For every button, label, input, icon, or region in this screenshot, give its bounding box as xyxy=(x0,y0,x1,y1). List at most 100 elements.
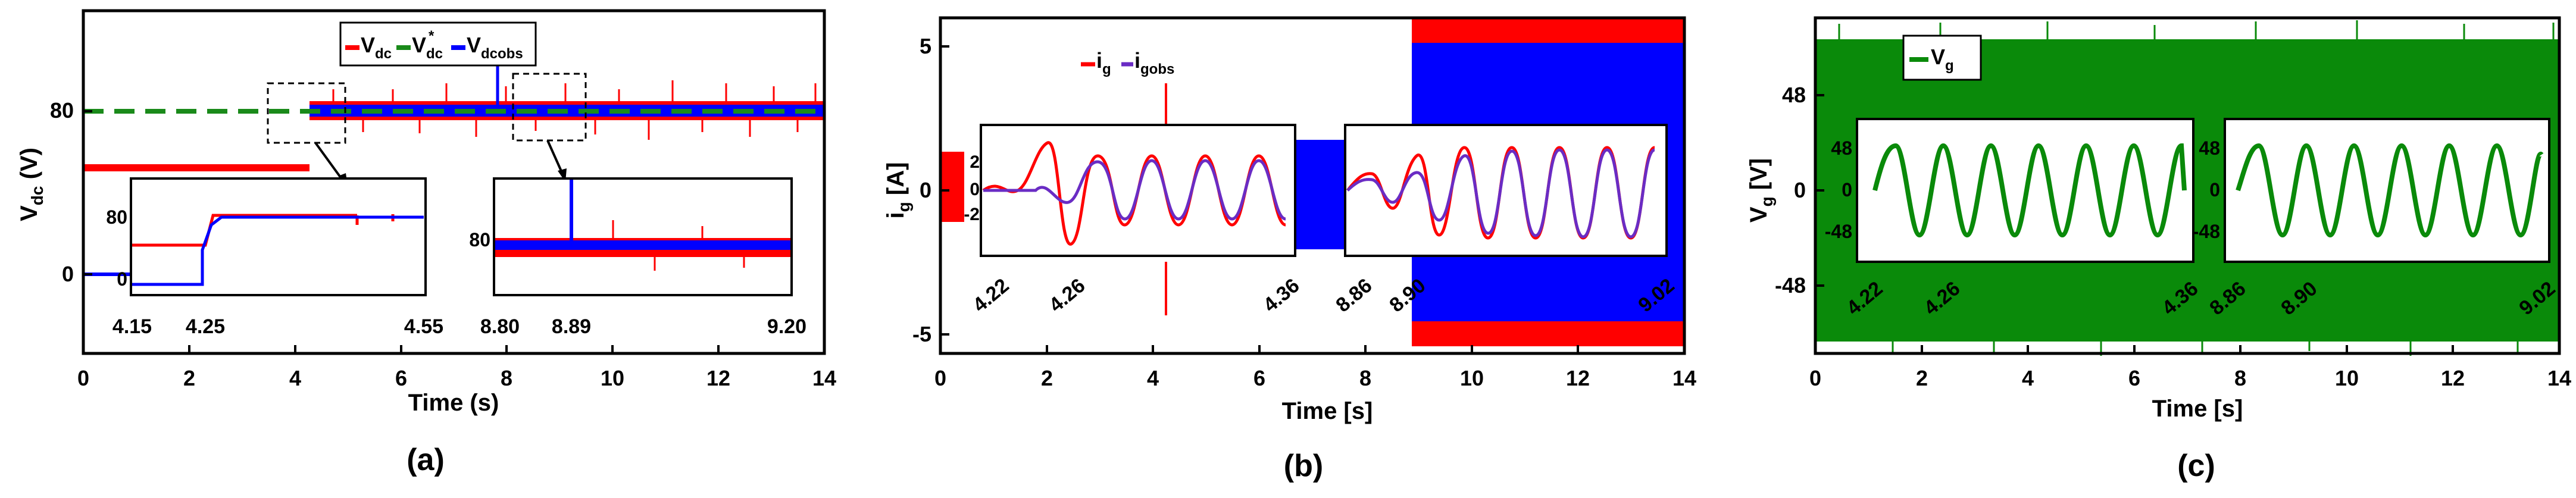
panel-c-inset-1-vg-wave xyxy=(1872,143,2187,238)
panel-c-ylabel: Vg [V] xyxy=(1746,158,1776,223)
panel-b-inset-2-frame xyxy=(1344,124,1668,257)
panel-b-axes-frame xyxy=(939,16,1686,355)
panel-b-xtick-label-2: 2 xyxy=(1041,366,1053,390)
panel-a-inset-2-xtick-3: 9.20 xyxy=(767,315,806,338)
panel-a-zoom-box-1 xyxy=(267,82,346,144)
panel-b-legend: ig igobs xyxy=(1077,42,1196,83)
panel-a-inset-2-frame xyxy=(493,177,793,296)
panel-c-inset-2-frame xyxy=(2224,118,2550,263)
panel-a-xtick-label-2: 2 xyxy=(183,366,195,390)
panel-a-inset-2: 80 8.80 8.89 9.20 xyxy=(469,177,806,338)
panel-b-inset-1: 2 0 -2 4.22 4.26 4.36 xyxy=(964,124,1303,317)
panel-c-xtick-label-6: 6 xyxy=(2128,366,2140,390)
panel-b-inset-1-ytick-0: 0 xyxy=(970,180,980,199)
panel-a-xtick-label-4: 4 xyxy=(289,366,301,390)
panel-b-ig-blue-mid xyxy=(1293,140,1345,249)
panel-a-inset-2-xtick-1: 8.80 xyxy=(480,315,520,338)
panel-b-label: (b) xyxy=(1284,449,1323,483)
panel-b-inset-2-igobs-wave xyxy=(1346,148,1656,239)
panel-c-inset-2-ytick-0: 0 xyxy=(2209,179,2220,201)
panel-c-xtick-label-8: 8 xyxy=(2234,366,2246,390)
panel-c-xlabel: Time [s] xyxy=(2152,396,2243,422)
panel-b-xtick-label-4: 4 xyxy=(1147,366,1159,390)
panel-b-inset-1-ytick-2: 2 xyxy=(970,152,980,172)
panel-b-xlabel: Time [s] xyxy=(1282,398,1373,424)
panel-c-ytick-label-48: 48 xyxy=(1782,83,1806,107)
panel-a-inset-1-ytick-80: 80 xyxy=(106,206,127,228)
panel-c-xtick-label-14: 14 xyxy=(2547,366,2571,390)
panel-c-inset-1-ytick-0: 0 xyxy=(1842,179,1852,201)
panel-b-xtick-label-14: 14 xyxy=(1672,366,1696,390)
panel-a-inset-1-ytick-0: 0 xyxy=(117,268,127,290)
panel-a-axes-frame xyxy=(82,9,826,355)
panel-b-xtick-label-10: 10 xyxy=(1460,366,1484,390)
panel-a-inset-1-xtick-1: 4.15 xyxy=(112,315,152,338)
panel-a-xtick-label-12: 12 xyxy=(706,366,730,390)
panel-a-inset-2-red-spikes xyxy=(612,220,745,271)
panel-b-xtick-label-8: 8 xyxy=(1359,366,1371,390)
panel-b-inset-1-igobs-wave xyxy=(983,159,1286,221)
panel-a-legend: Vdc Vdc* Vdcobs xyxy=(339,21,537,67)
panel-b-inset-1-xtick-2: 4.26 xyxy=(1045,274,1089,317)
panel-c-inset-2-ytick-m48: -48 xyxy=(2193,221,2220,242)
panel-a-inset-2-blue-band xyxy=(495,240,790,250)
panel-a-inset-2-ytick-80: 80 xyxy=(469,229,490,250)
panel-c-axes-frame xyxy=(1814,16,2561,355)
panel-a-inset-2-xtick-2: 8.89 xyxy=(552,315,591,338)
panel-b-inset-2-xtick-1: 8.86 xyxy=(1331,274,1376,317)
panel-c-inset-2-vg-wave xyxy=(2236,143,2544,238)
panel-a-zoom-box-2 xyxy=(512,73,587,142)
panel-a-ytick-label-0: 0 xyxy=(62,262,74,286)
panel-a-xtick-label-10: 10 xyxy=(601,366,624,390)
panel-a-label: (a) xyxy=(407,443,445,477)
panel-a-ylabel: Vdc (V) xyxy=(16,148,46,221)
panel-c-xtick-label-10: 10 xyxy=(2335,366,2359,390)
panel-a-xtick-label-6: 6 xyxy=(395,366,407,390)
panel-c-legend: Vg xyxy=(1902,35,1982,81)
panel-a-xtick-label-8: 8 xyxy=(501,366,512,390)
panel-b: 2 0 -2 4.22 4.26 4.36 8.86 8.90 9.02 ig … xyxy=(883,16,1696,483)
panel-c-inset-2-ytick-48: 48 xyxy=(2199,137,2220,159)
panel-b-ytick-label-5: 5 xyxy=(920,34,931,58)
panel-a-vdc-spikes xyxy=(332,80,817,140)
panel-c-ytick-label-0: 0 xyxy=(1794,178,1806,202)
panel-a-legend-frame xyxy=(339,21,537,67)
panel-c: 48 0 -48 4.22 4.26 4.36 48 0 -48 8.86 8.… xyxy=(1746,16,2571,483)
panel-c-xtick-label-0: 0 xyxy=(1809,366,1821,390)
panel-c-xtick-label-12: 12 xyxy=(2441,366,2465,390)
panel-a: 80 0 4.15 4.25 4.55 80 8.80 8.89 9.20 Vd… xyxy=(16,9,836,477)
panel-c-xtick-label-2: 2 xyxy=(1916,366,1928,390)
panel-a-inset-1: 80 0 4.15 4.25 4.55 xyxy=(106,177,443,338)
panel-c-inset-1-ytick-m48: -48 xyxy=(1825,221,1852,242)
panel-b-xtick-label-12: 12 xyxy=(1566,366,1590,390)
panel-a-zoom-arrow-1 xyxy=(314,142,343,181)
panel-b-inset-1-xtick-3: 4.36 xyxy=(1259,274,1303,317)
panel-a-ytick-label-80: 80 xyxy=(50,98,74,123)
panel-b-inset-1-xtick-1: 4.22 xyxy=(968,274,1013,317)
panel-a-series-layer xyxy=(83,40,824,276)
panel-b-xtick-label-6: 6 xyxy=(1253,366,1265,390)
panel-c-inset-2: 48 0 -48 8.86 8.90 9.02 xyxy=(2193,118,2559,320)
panel-a-inset-1-frame xyxy=(130,177,427,296)
panel-a-inset-1-xtick-2: 4.25 xyxy=(186,315,225,338)
panel-b-ytick-label-0: 0 xyxy=(920,178,931,202)
panel-a-inset-1-blue-line xyxy=(132,215,424,286)
panel-b-ig-red-early xyxy=(940,152,964,222)
panel-b-legend-frame xyxy=(1077,42,1196,83)
panel-a-xtick-label-0: 0 xyxy=(77,366,89,390)
panel-a-xlabel: Time (s) xyxy=(408,390,499,416)
panel-a-vdc-red-band xyxy=(83,164,310,171)
panel-b-xtick-label-0: 0 xyxy=(934,366,946,390)
panel-a-vdcobs-blue-zero xyxy=(83,273,131,276)
panel-c-vg-spikes xyxy=(1838,20,2555,356)
panel-c-inset-1-ytick-48: 48 xyxy=(1831,137,1852,159)
panel-b-inset-1-ytick-m2: -2 xyxy=(964,205,980,224)
panel-a-inset-1-xtick-3: 4.55 xyxy=(404,315,443,338)
panel-c-label: (c) xyxy=(2177,449,2215,483)
panel-b-inset-2-ig-wave xyxy=(1346,146,1656,240)
panel-b-ylabel: ig [A] xyxy=(883,162,913,219)
panel-c-ytick-label-m48: -48 xyxy=(1775,273,1806,297)
panel-a-xtick-label-14: 14 xyxy=(812,366,836,390)
panel-c-xtick-label-4: 4 xyxy=(2022,366,2034,390)
